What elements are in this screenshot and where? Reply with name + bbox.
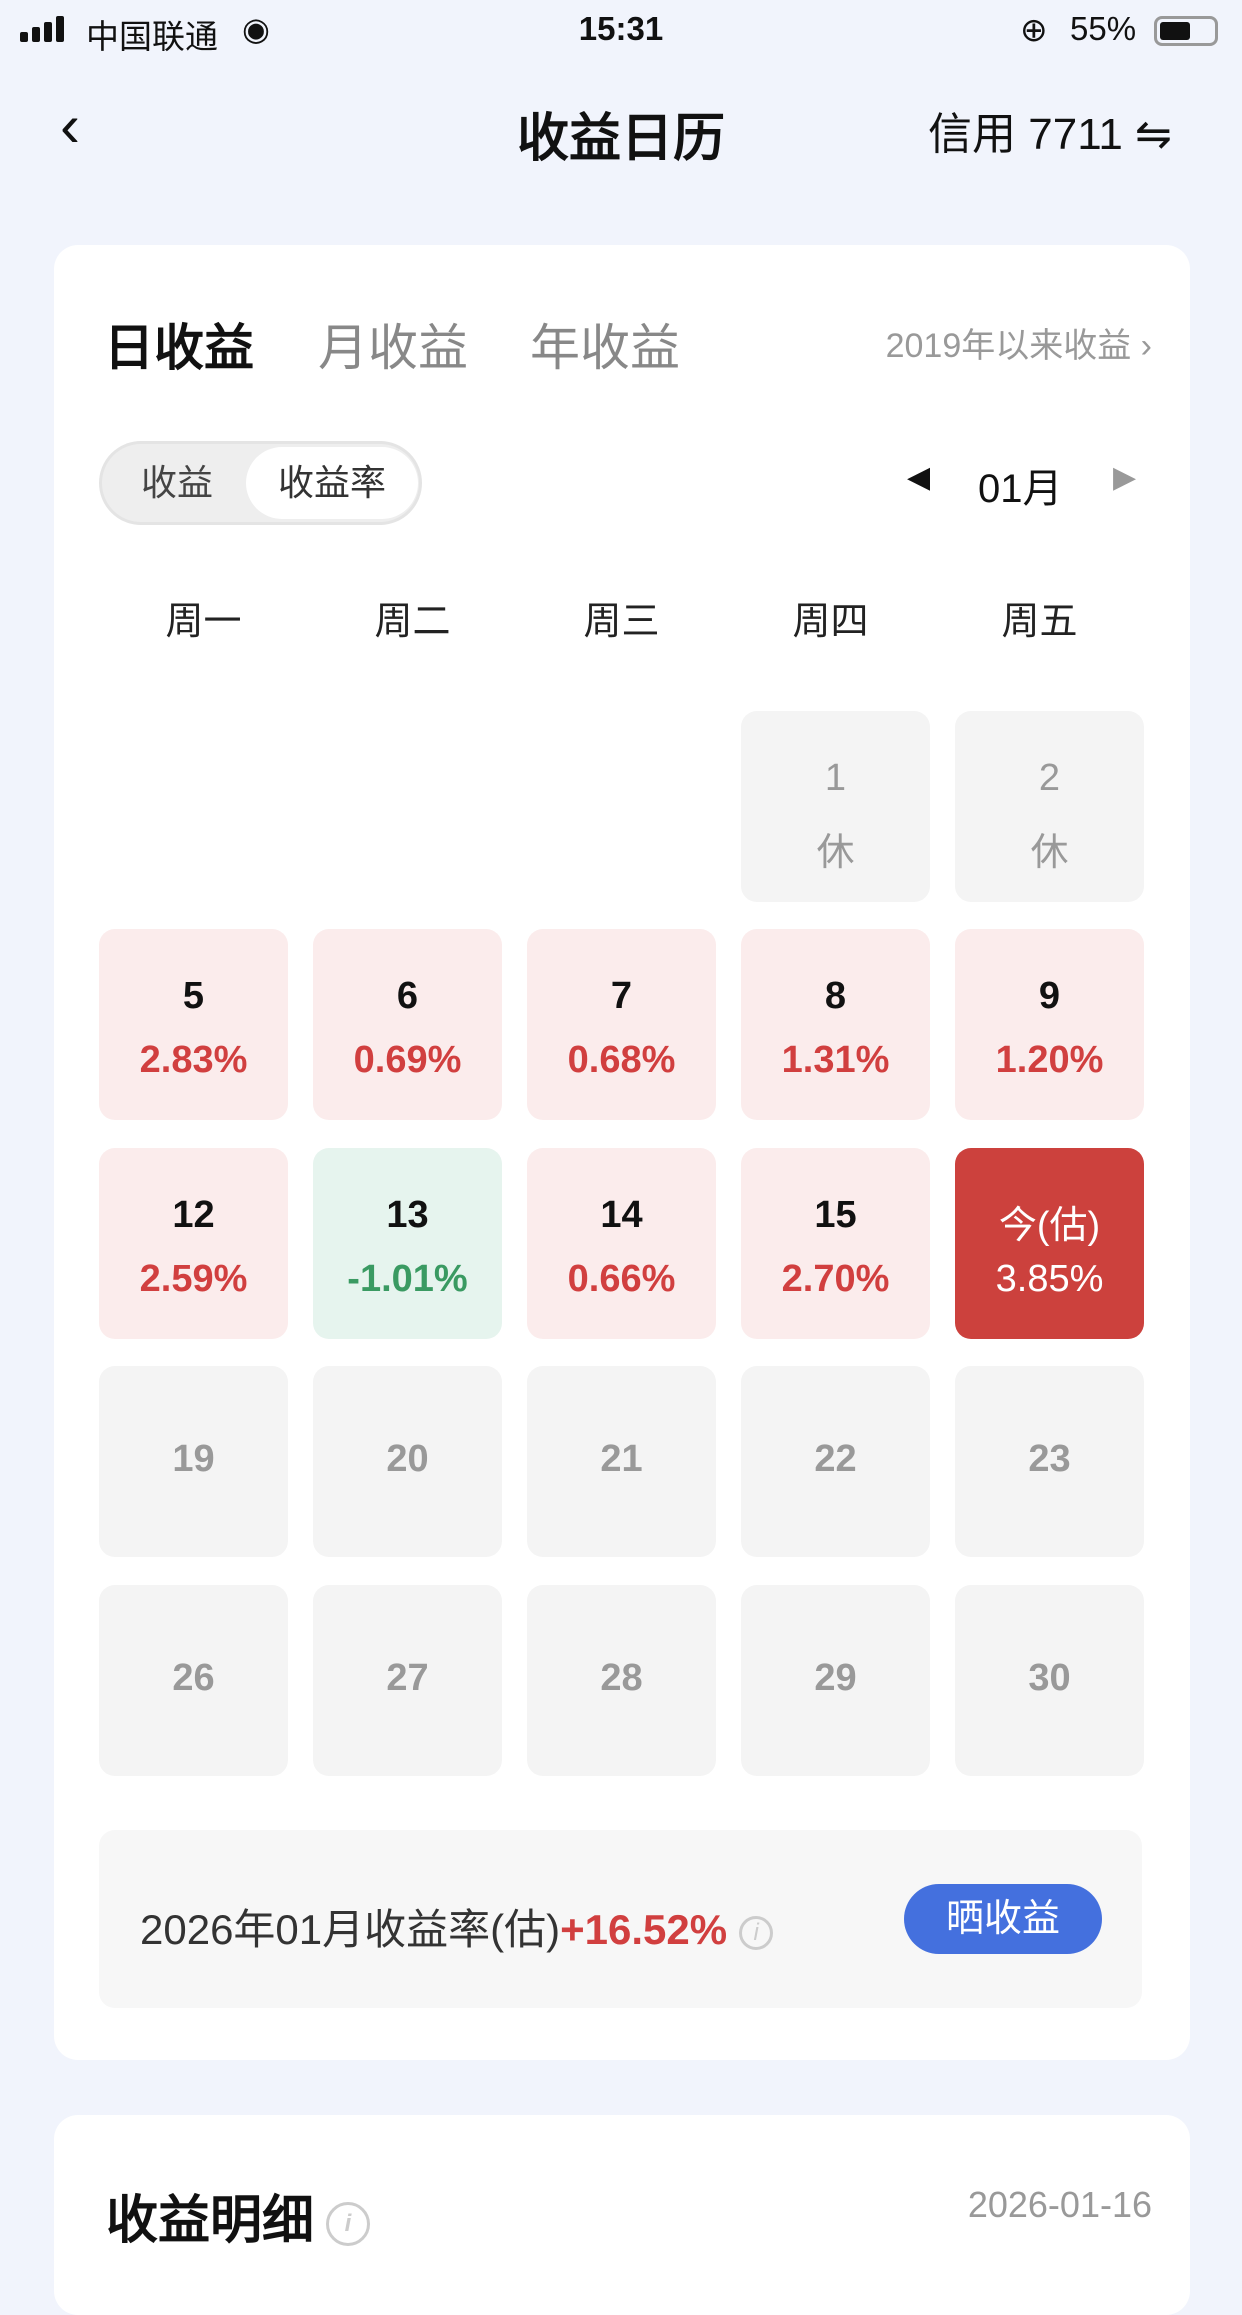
summary-label: 2026年01月收益率(估) bbox=[140, 1906, 561, 1953]
calendar-day[interactable]: 9 1.20% bbox=[955, 929, 1144, 1120]
account-label: 信用 7711 bbox=[928, 110, 1123, 159]
day-number: 26 bbox=[172, 1657, 215, 1699]
calendar-day[interactable]: 14 0.66% bbox=[527, 1148, 716, 1339]
summary-text: 2026年01月收益率(估)+16.52% i bbox=[140, 1896, 774, 1957]
calendar-day[interactable]: 12 2.59% bbox=[99, 1148, 288, 1339]
since-2019-link[interactable]: 2019年以来收益 › bbox=[885, 327, 1152, 365]
calendar-day[interactable]: 6 0.69% bbox=[313, 929, 502, 1120]
day-number: 29 bbox=[814, 1657, 857, 1699]
calendar-day[interactable]: 22 bbox=[741, 1366, 930, 1557]
day-number: 12 bbox=[172, 1194, 215, 1236]
toggle-amount[interactable]: 收益 bbox=[140, 462, 213, 503]
day-number: 1 bbox=[824, 757, 847, 799]
info-icon[interactable]: i bbox=[326, 2202, 371, 2247]
day-number: 14 bbox=[600, 1194, 643, 1236]
calendar-day[interactable]: 7 0.68% bbox=[527, 929, 716, 1120]
day-value: 0.66% bbox=[567, 1258, 676, 1300]
day-value: 0.68% bbox=[567, 1039, 676, 1081]
calendar-day[interactable]: 23 bbox=[955, 1366, 1144, 1557]
day-number: 20 bbox=[386, 1438, 429, 1480]
toggle-rate[interactable]: 收益率 bbox=[246, 447, 418, 519]
prev-month-icon[interactable]: ◀ bbox=[907, 461, 931, 494]
summary-value: +16.52% bbox=[560, 1906, 728, 1953]
day-number: 28 bbox=[600, 1657, 643, 1699]
calendar-day[interactable]: 26 bbox=[99, 1585, 288, 1776]
day-number: 9 bbox=[1038, 975, 1061, 1017]
switch-icon: ⇋ bbox=[1135, 110, 1172, 159]
account-switcher[interactable]: 信用 7711 ⇋ bbox=[928, 98, 1172, 162]
day-value: 3.85% bbox=[995, 1258, 1104, 1300]
battery-percent: 55% bbox=[1070, 10, 1137, 47]
day-number: 15 bbox=[814, 1194, 857, 1236]
calendar-day[interactable]: 5 2.83% bbox=[99, 929, 288, 1120]
day-number: 5 bbox=[182, 975, 205, 1017]
calendar-day[interactable]: 13 -1.01% bbox=[313, 1148, 502, 1339]
wifi-icon: ◉ bbox=[242, 11, 270, 47]
detail-title-text: 收益明细 bbox=[106, 2192, 315, 2250]
day-number: 6 bbox=[396, 975, 419, 1017]
day-number: 8 bbox=[824, 975, 847, 1017]
weekday-mon: 周一 bbox=[165, 601, 242, 643]
day-value: 0.69% bbox=[353, 1039, 462, 1081]
day-value: 2.59% bbox=[139, 1258, 248, 1300]
calendar-day[interactable]: 27 bbox=[313, 1585, 502, 1776]
day-number: 21 bbox=[600, 1438, 643, 1480]
calendar-day[interactable]: 今(估) 3.85% bbox=[955, 1148, 1144, 1339]
clock: 15:31 bbox=[578, 10, 664, 47]
day-number: 今(估) bbox=[998, 1205, 1101, 1247]
weekday-thu: 周四 bbox=[792, 601, 869, 643]
calendar-day[interactable]: 19 bbox=[99, 1366, 288, 1557]
day-number: 22 bbox=[814, 1438, 857, 1480]
calendar-day[interactable]: 20 bbox=[313, 1366, 502, 1557]
next-month-icon[interactable]: ▶ bbox=[1113, 461, 1137, 494]
month-label: 01月 bbox=[978, 467, 1063, 511]
tab-yearly[interactable]: 年收益 bbox=[530, 320, 680, 376]
day-value: 2.70% bbox=[781, 1258, 890, 1300]
weekday-tue: 周二 bbox=[374, 601, 451, 643]
back-button[interactable]: ‹ bbox=[60, 92, 80, 159]
day-value: 1.31% bbox=[781, 1039, 890, 1081]
page-title: 收益日历 bbox=[516, 110, 725, 168]
calendar-day[interactable]: 30 bbox=[955, 1585, 1144, 1776]
day-value: 休 bbox=[1030, 832, 1069, 874]
info-icon[interactable]: i bbox=[739, 1915, 774, 1950]
calendar-day[interactable]: 21 bbox=[527, 1366, 716, 1557]
day-number: 27 bbox=[386, 1657, 429, 1699]
detail-title: 收益明细 i bbox=[106, 2178, 371, 2253]
day-value: 1.20% bbox=[995, 1039, 1104, 1081]
calendar-day[interactable]: 29 bbox=[741, 1585, 930, 1776]
mode-toggle[interactable]: 收益 收益率 bbox=[99, 441, 422, 525]
day-value: 2.83% bbox=[139, 1039, 248, 1081]
calendar-day[interactable]: 28 bbox=[527, 1585, 716, 1776]
weekday-wed: 周三 bbox=[583, 601, 660, 643]
share-earnings-button[interactable]: 晒收益 bbox=[904, 1884, 1102, 1954]
calendar-day[interactable]: 8 1.31% bbox=[741, 929, 930, 1120]
battery-icon bbox=[1154, 16, 1218, 46]
day-number: 23 bbox=[1028, 1438, 1071, 1480]
tab-monthly[interactable]: 月收益 bbox=[318, 320, 468, 376]
day-number: 7 bbox=[610, 975, 633, 1017]
day-value: -1.01% bbox=[347, 1258, 468, 1300]
carrier: 中国联通 bbox=[86, 18, 218, 55]
rotation-lock-icon: ⊕ bbox=[1020, 11, 1048, 48]
weekday-fri: 周五 bbox=[1001, 601, 1078, 643]
status-bar: 中国联通 ◉ 15:31 ⊕ 55% bbox=[0, 0, 1242, 62]
day-number: 13 bbox=[386, 1194, 429, 1236]
detail-date: 2026-01-16 bbox=[967, 2184, 1152, 2225]
signal-icon bbox=[20, 16, 64, 42]
day-number: 30 bbox=[1028, 1657, 1071, 1699]
day-number: 19 bbox=[172, 1438, 215, 1480]
tab-daily[interactable]: 日收益 bbox=[104, 320, 254, 376]
day-value: 休 bbox=[816, 832, 855, 874]
calendar-day[interactable]: 15 2.70% bbox=[741, 1148, 930, 1339]
day-number: 2 bbox=[1038, 757, 1061, 799]
